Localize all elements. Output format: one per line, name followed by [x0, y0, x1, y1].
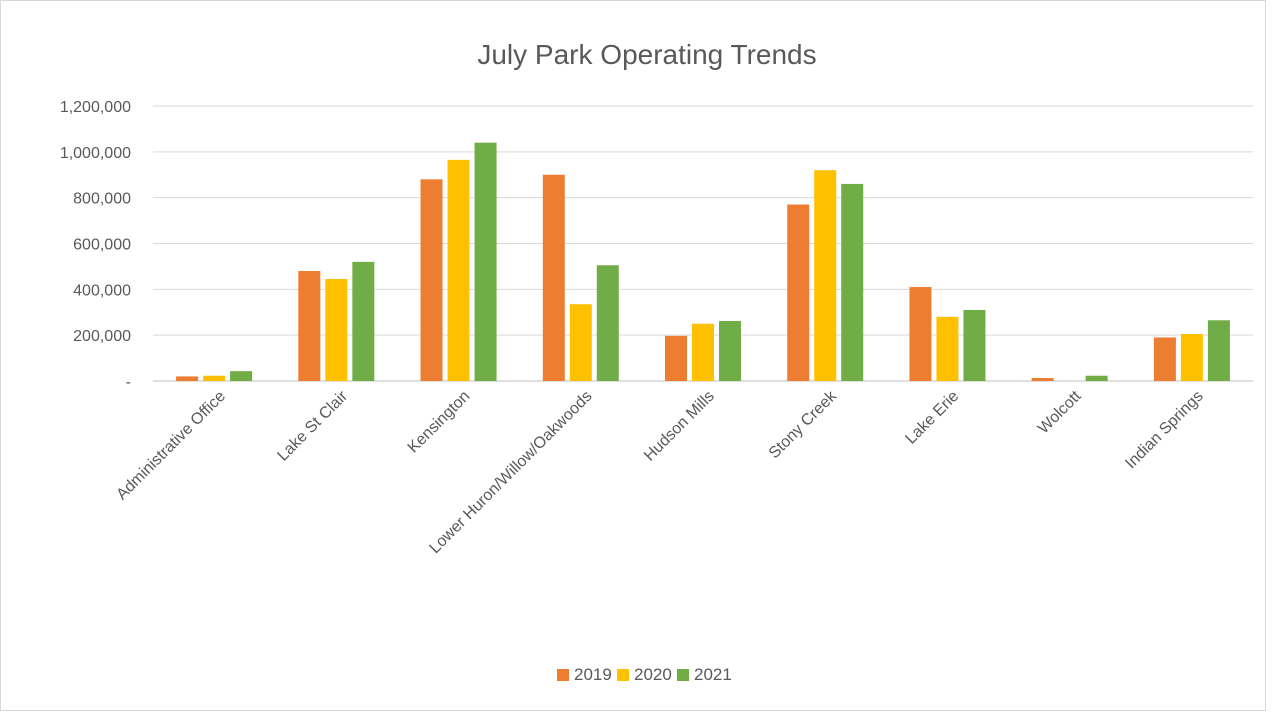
bars: [176, 142, 1230, 381]
legend-label: 2020: [634, 665, 672, 684]
y-tick-label: -: [126, 374, 131, 391]
legend-swatch-2021: [677, 669, 689, 681]
x-axis-labels: Administrative Office Lake St Clair Kensin…: [113, 387, 1206, 557]
x-category-label: Indian Springs: [1122, 388, 1206, 472]
legend: 2019 2020 2021: [557, 665, 732, 684]
bar-2021-3: [596, 265, 619, 381]
y-tick-label: 1,200,000: [60, 99, 131, 116]
x-category-label: Wolcott: [1035, 387, 1085, 437]
bar-2021-8: [1207, 320, 1230, 381]
bar-2021-5: [841, 183, 864, 381]
bar-2021-4: [719, 320, 741, 381]
x-category-label: Lake St Clair: [274, 387, 351, 464]
bar-2020-3: [569, 304, 592, 381]
y-tick-label: 800,000: [73, 191, 131, 208]
bar-2020-1: [325, 279, 348, 381]
bar-2020-4: [692, 323, 714, 381]
bar-2021-7: [1085, 375, 1108, 381]
legend-label: 2021: [694, 665, 732, 684]
bar-2019-8: [1153, 337, 1176, 381]
legend-swatch-2020: [617, 669, 629, 681]
bar-2021-6: [963, 309, 986, 381]
x-category-label: Administrative Office: [113, 388, 229, 504]
bar-2019-0: [176, 376, 199, 381]
y-tick-label: 1,000,000: [60, 145, 131, 162]
legend-label: 2019: [574, 665, 612, 684]
x-category-label: Stony Creek: [766, 387, 841, 462]
bar-2019-5: [787, 204, 810, 381]
bar-2021-1: [352, 261, 375, 381]
y-tick-label: 400,000: [73, 282, 131, 299]
bar-2019-7: [1031, 378, 1054, 381]
bar-2019-3: [542, 174, 565, 381]
bar-2019-4: [665, 335, 687, 381]
chart-title: July Park Operating Trends: [477, 39, 816, 70]
bar-2020-2: [447, 159, 470, 381]
y-axis-ticks: - 200,000 400,000 600,000 800,000 1,000,000 1,…: [60, 99, 131, 391]
legend-swatch-2019: [557, 669, 569, 681]
bar-2020-6: [936, 316, 959, 381]
bar-2020-5: [814, 170, 837, 381]
bar-2019-6: [909, 287, 932, 381]
bar-2021-0: [230, 371, 253, 381]
y-tick-label: 200,000: [73, 328, 131, 345]
x-category-label: Lake Erie: [902, 388, 962, 448]
bar-2019-1: [298, 271, 321, 381]
y-tick-label: 600,000: [73, 237, 131, 254]
bar-2019-2: [420, 179, 443, 381]
bar-2020-0: [203, 375, 226, 381]
bar-2021-2: [474, 142, 497, 381]
bar-2020-8: [1180, 334, 1203, 381]
x-category-label: Kensington: [405, 388, 474, 457]
x-category-label: Hudson Mills: [641, 388, 718, 465]
